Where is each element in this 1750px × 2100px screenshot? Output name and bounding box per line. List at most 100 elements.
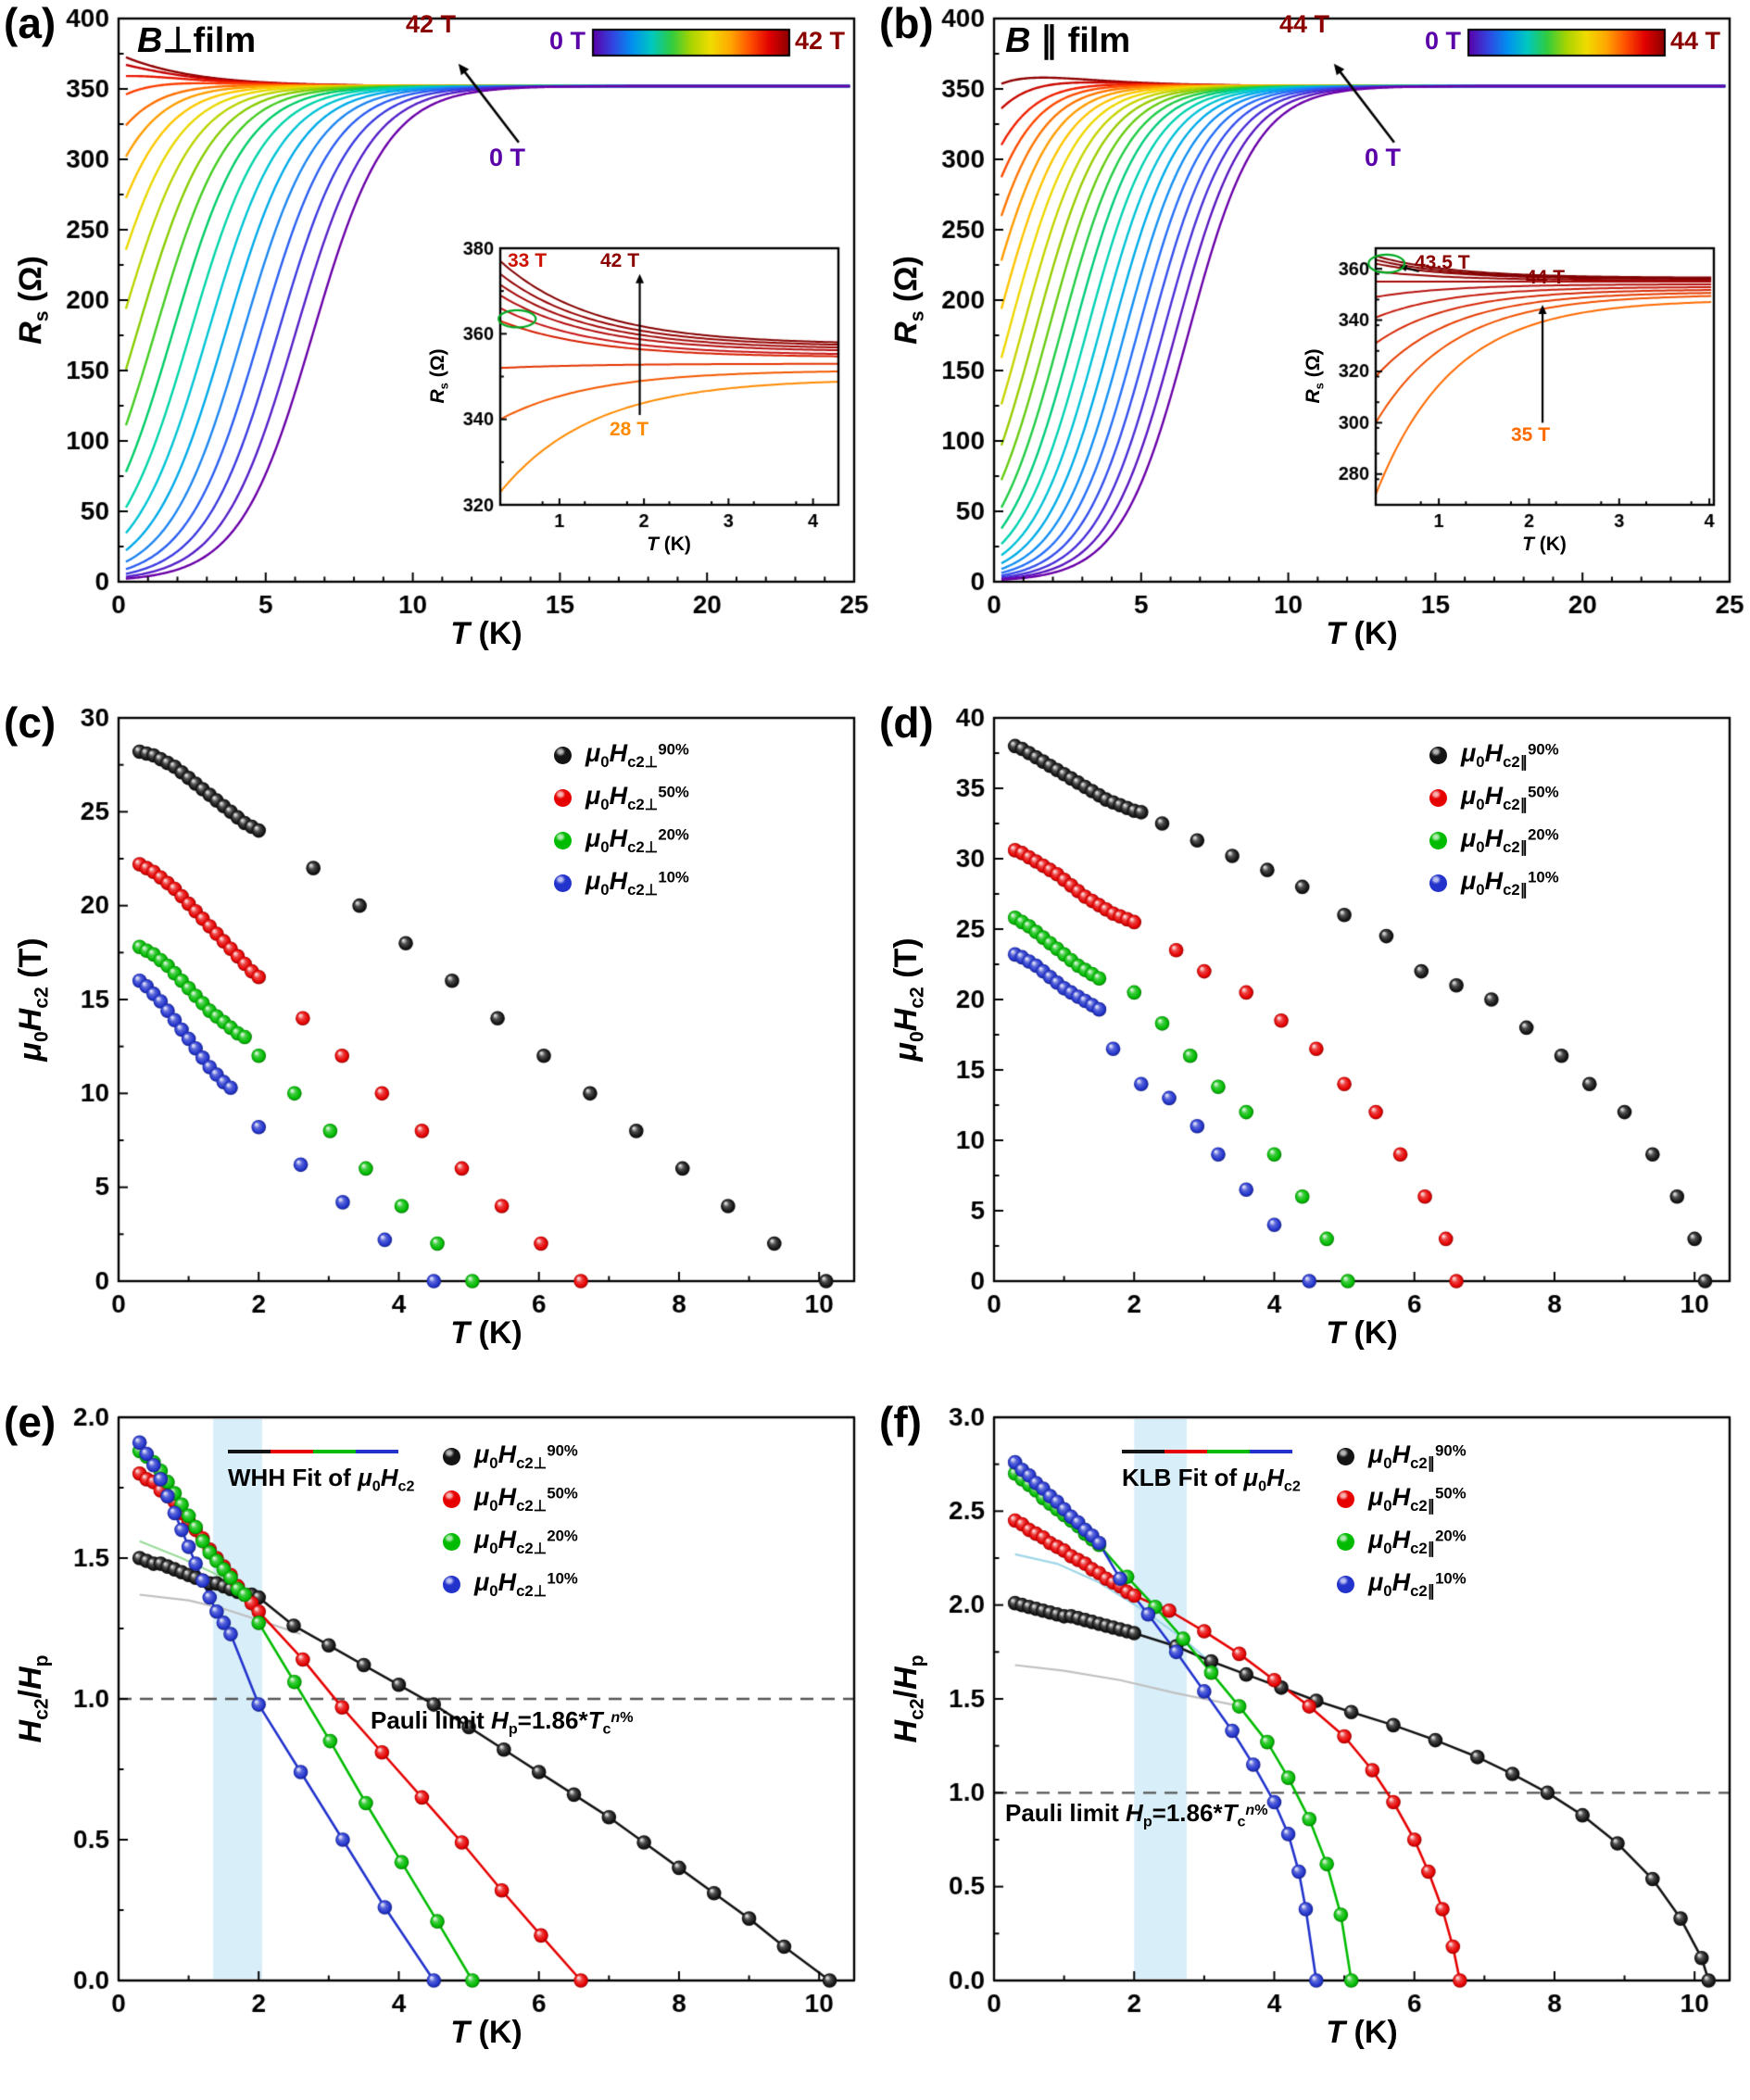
legend-item: μ0Hc2∥10% — [1429, 867, 1559, 899]
legend-item: μ0Hc2⊥50% — [443, 1483, 578, 1515]
legend-dot — [1429, 874, 1447, 892]
legend-label: μ0Hc2∥10% — [1461, 867, 1559, 899]
legend-dot — [554, 874, 572, 892]
legend-item: μ0Hc2∥50% — [1337, 1483, 1467, 1515]
inset-x-axis-title: T (K) — [647, 534, 691, 555]
legend-label: μ0Hc2⊥20% — [585, 824, 689, 856]
legend-label: μ0Hc2⊥90% — [585, 739, 689, 771]
annotation-max-field: 42 T — [406, 10, 457, 38]
panel-e: (e) Hc2/Hp T (K) WHH Fit of μ0Hc2 μ0Hc2⊥… — [0, 1399, 875, 2098]
legend-dot — [554, 789, 572, 807]
legend: μ0Hc2⊥90% μ0Hc2⊥50% μ0Hc2⊥20% μ0Hc2⊥10% — [443, 1440, 578, 1600]
fit-line-segment — [313, 1450, 356, 1453]
fit-line-segment — [1165, 1450, 1207, 1453]
colorbar-min-label: 0 T — [548, 27, 585, 55]
legend-dot — [1429, 747, 1447, 764]
legend: μ0Hc2⊥90% μ0Hc2⊥50% μ0Hc2⊥20% μ0Hc2⊥10% — [554, 739, 689, 899]
fit-line-segment — [228, 1450, 271, 1453]
legend-dot — [1337, 1533, 1354, 1551]
legend-item: μ0Hc2⊥20% — [443, 1526, 578, 1557]
panel-a-canvas — [0, 0, 875, 699]
legend-label: μ0Hc2⊥10% — [474, 1568, 578, 1600]
pauli-limit-label: Pauli limit Hp=1.86*Tcn% — [371, 1706, 634, 1738]
legend-item: μ0Hc2∥90% — [1337, 1440, 1467, 1472]
y-axis-title: μ0Hc2 (T) — [13, 937, 53, 1062]
panel-d: (d) μ0Hc2 (T) T (K) μ0Hc2∥90% μ0Hc2∥50% … — [875, 699, 1750, 1399]
inset-x-axis-title: T (K) — [1522, 534, 1567, 555]
legend-dot — [443, 1576, 460, 1593]
x-axis-title: T (K) — [450, 616, 522, 651]
legend-dot — [554, 832, 572, 849]
fit-legend-label: KLB Fit of μ0Hc2 — [1122, 1464, 1301, 1495]
legend-dot — [1337, 1490, 1354, 1508]
fit-line-sample — [228, 1447, 414, 1456]
panel-letter: (a) — [4, 0, 57, 47]
legend-label: μ0Hc2⊥50% — [474, 1483, 578, 1515]
annotation-zero-field: 0 T — [489, 144, 526, 171]
legend-item: μ0Hc2∥90% — [1429, 739, 1559, 771]
inset-y-axis-title: Rs (Ω) — [1303, 348, 1327, 404]
legend-dot — [1337, 1576, 1354, 1593]
fit-line-segment — [1207, 1450, 1250, 1453]
legend-label: μ0Hc2∥20% — [1461, 824, 1559, 856]
panel-d-canvas — [875, 699, 1750, 1399]
panel-c: (c) μ0Hc2 (T) T (K) μ0Hc2⊥90% μ0Hc2⊥50% … — [0, 699, 875, 1399]
legend-item: μ0Hc2∥10% — [1337, 1568, 1467, 1600]
pauli-limit-label: Pauli limit Hp=1.86*Tcn% — [1005, 1799, 1268, 1830]
y-axis-title: Hc2/Hp — [13, 1654, 53, 1743]
colorbar-max-label: 42 T — [795, 27, 846, 55]
inset-annotation: 28 T — [610, 419, 649, 440]
panel-letter: (c) — [4, 698, 57, 747]
legend: μ0Hc2∥90% μ0Hc2∥50% μ0Hc2∥20% μ0Hc2∥10% — [1429, 739, 1559, 899]
fit-line-segment — [356, 1450, 398, 1453]
panel-b: (b) B ∥ film 44 T 0 T 0 T 44 T Rs (Ω) T … — [875, 0, 1750, 699]
legend-item: μ0Hc2⊥20% — [554, 824, 689, 856]
colorbar-min-label: 0 T — [1424, 27, 1461, 55]
panel-e-canvas — [0, 1399, 875, 2098]
legend-item: μ0Hc2⊥90% — [554, 739, 689, 771]
inset-annotation: 35 T — [1511, 424, 1551, 446]
legend-label: μ0Hc2∥50% — [1461, 782, 1559, 813]
legend-item: μ0Hc2∥20% — [1337, 1526, 1467, 1557]
panel-title: B⊥film — [137, 21, 257, 60]
colorbar-max-label: 44 T — [1670, 27, 1721, 55]
fit-line-segment — [1122, 1450, 1165, 1453]
inset-annotation: 44 T — [1526, 267, 1566, 288]
panel-letter: (b) — [879, 0, 934, 47]
x-axis-title: T (K) — [450, 2015, 522, 2050]
legend-item: μ0Hc2⊥10% — [443, 1568, 578, 1600]
inset-y-axis-title: Rs (Ω) — [427, 348, 451, 404]
panel-f: (f) Hc2/Hp T (K) KLB Fit of μ0Hc2 μ0Hc2∥… — [875, 1399, 1750, 2098]
panel-title: B ∥ film — [1005, 21, 1131, 60]
legend-label: μ0Hc2∥90% — [1461, 739, 1559, 771]
fit-line-segment — [271, 1450, 313, 1453]
legend-label: μ0Hc2∥10% — [1368, 1568, 1467, 1600]
legend-label: μ0Hc2∥90% — [1368, 1440, 1467, 1472]
legend-label: μ0Hc2∥20% — [1368, 1526, 1467, 1557]
inset-annotation: 43.5 T — [1415, 252, 1470, 273]
legend-label: μ0Hc2⊥10% — [585, 867, 689, 899]
y-axis-title: Rs (Ω) — [888, 256, 928, 345]
legend: μ0Hc2∥90% μ0Hc2∥50% μ0Hc2∥20% μ0Hc2∥10% — [1337, 1440, 1467, 1600]
panel-b-canvas — [875, 0, 1750, 699]
legend-item: μ0Hc2∥50% — [1429, 782, 1559, 813]
legend-dot — [443, 1448, 460, 1465]
legend-item: μ0Hc2⊥50% — [554, 782, 689, 813]
x-axis-title: T (K) — [1326, 1315, 1398, 1351]
legend-item: μ0Hc2∥20% — [1429, 824, 1559, 856]
legend-dot — [554, 747, 572, 764]
x-axis-title: T (K) — [1326, 2015, 1398, 2050]
inset-annotation: 42 T — [600, 250, 640, 271]
fit-legend: WHH Fit of μ0Hc2 — [228, 1447, 414, 1496]
legend-item: μ0Hc2⊥10% — [554, 867, 689, 899]
legend-dot — [1337, 1448, 1354, 1465]
fit-legend-label: WHH Fit of μ0Hc2 — [228, 1464, 415, 1495]
legend-dot — [443, 1533, 460, 1551]
panel-letter: (e) — [4, 1398, 57, 1446]
x-axis-title: T (K) — [1326, 616, 1398, 651]
inset-annotation: 33 T — [508, 250, 548, 271]
x-axis-title: T (K) — [450, 1315, 522, 1351]
panel-letter: (d) — [879, 698, 934, 747]
legend-label: μ0Hc2⊥20% — [474, 1526, 578, 1557]
